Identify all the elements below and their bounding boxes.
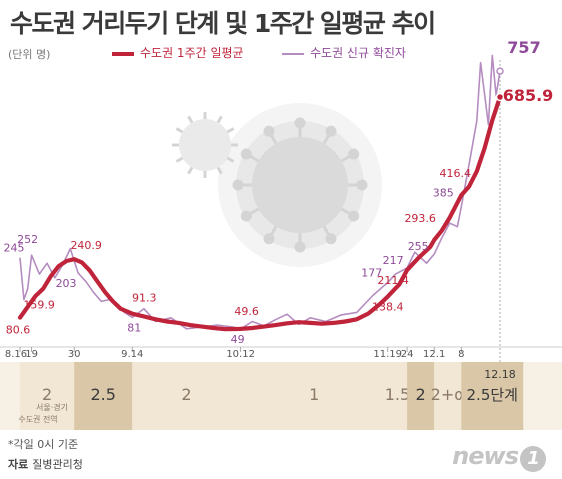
last-point-purple <box>496 67 504 75</box>
legend-purple-swatch <box>282 48 304 58</box>
stage-band <box>240 362 388 430</box>
label-weekly-average: 293.6 <box>404 212 436 225</box>
label-new-cases: 177 <box>361 266 382 279</box>
chart-title: 수도권 거리두기 단계 및 1주간 일평균 추이 <box>10 9 436 38</box>
virus-spike-tip <box>232 179 244 191</box>
last-point-red <box>495 92 505 102</box>
virus-spike-tip <box>356 179 368 191</box>
virus-small-spike <box>216 166 223 175</box>
label-weekly-average: 49.6 <box>234 305 259 318</box>
virus-small-spike <box>175 156 184 163</box>
x-tick-label: 30 <box>68 349 81 360</box>
label-weekly-average: 80.6 <box>6 324 31 337</box>
stage-band <box>132 362 241 430</box>
x-tick-label: 9.14 <box>121 349 143 360</box>
virus-small-spike <box>187 166 194 175</box>
logo-text: news <box>452 442 519 470</box>
x-tick-label: 8 <box>458 349 464 360</box>
x-tick-label: 10.12 <box>226 349 255 360</box>
source-line: 자료 질병관리청 <box>8 456 83 472</box>
stage-note: 서울·경기 <box>36 402 68 412</box>
label-weekly-average: 211.4 <box>377 274 409 287</box>
x-tick-label: 24 <box>401 349 414 360</box>
virus-spike-tip <box>263 233 275 245</box>
virus-spike-tip <box>348 210 360 222</box>
label-new-cases: 81 <box>127 321 141 334</box>
virus-spike-tip <box>294 117 306 129</box>
legend-purple-label: 수도권 신규 확진자 <box>310 46 406 60</box>
virus-spike-tip <box>325 125 337 137</box>
news1-logo: news 1 <box>452 442 546 472</box>
stage-label: 2 <box>42 385 52 404</box>
virus-illustration <box>172 103 382 267</box>
x-tick-label: 8.16 <box>5 349 27 360</box>
logo-number: 1 <box>520 446 546 472</box>
series-weekly-average <box>17 94 503 332</box>
legend-red: 수도권 1주간 일평균 <box>110 44 244 61</box>
footnote: *각일 0시 기준 <box>8 438 79 451</box>
x-tick-label: 12.1 <box>423 349 445 360</box>
stage-band <box>461 362 524 430</box>
unit-label: (단위 명) <box>8 48 51 61</box>
stage-label: 1.5 <box>385 385 410 404</box>
virus-small-spike <box>226 156 235 163</box>
label-weekly-average: 685.9 <box>503 86 554 105</box>
stage-label: 2+α <box>431 385 465 404</box>
stage-band <box>74 362 133 430</box>
stage-label: 2.5 <box>90 385 115 404</box>
virus-spike-tip <box>240 148 252 160</box>
virus-spike-tip <box>348 148 360 160</box>
label-new-cases: 203 <box>56 277 77 290</box>
label-weekly-average: 240.9 <box>70 239 102 252</box>
label-weekly-average: 159.9 <box>23 299 55 312</box>
virus-small-spike <box>187 115 194 124</box>
stage-band <box>387 362 408 430</box>
virus-small-spike <box>226 127 235 134</box>
virus-spike-tip <box>240 210 252 222</box>
stage-band <box>407 362 435 430</box>
stage-band <box>434 362 462 430</box>
label-weekly-average: 416.4 <box>440 167 472 180</box>
stage-label: 2.5단계 <box>467 386 518 404</box>
label-new-cases: 255 <box>408 240 429 253</box>
label-new-cases: 757 <box>507 38 540 57</box>
virus-spike-tip <box>325 233 337 245</box>
stage-date: 12.18 <box>484 368 516 381</box>
virus-small-spike <box>216 115 223 124</box>
label-new-cases: 385 <box>433 187 454 200</box>
label-new-cases: 245 <box>4 242 25 255</box>
stage-band <box>20 362 75 430</box>
virus-spike-tip <box>263 125 275 137</box>
legend-purple: 수도권 신규 확진자 <box>282 44 406 61</box>
stage-label: 1 <box>309 385 319 404</box>
label-new-cases: 252 <box>17 233 38 246</box>
virus-spike-tip <box>294 241 306 253</box>
source-text: 질병관리청 <box>32 458 83 471</box>
stage-label: 2 <box>416 385 426 404</box>
legend-red-swatch <box>110 48 136 58</box>
stage-label: 2 <box>181 385 191 404</box>
legend-red-label: 수도권 1주간 일평균 <box>140 46 244 60</box>
virus-small-spike <box>175 127 184 134</box>
source-label: 자료 <box>8 458 29 471</box>
label-new-cases: 217 <box>383 254 404 267</box>
x-tick-label: 11.19 <box>373 349 402 360</box>
label-weekly-average: 138.4 <box>372 301 404 314</box>
label-weekly-average: 91.3 <box>132 292 157 305</box>
stage-note: 수도권 전역 <box>18 414 57 424</box>
x-tick-label: 19 <box>25 349 38 360</box>
label-new-cases: 49 <box>231 333 245 346</box>
